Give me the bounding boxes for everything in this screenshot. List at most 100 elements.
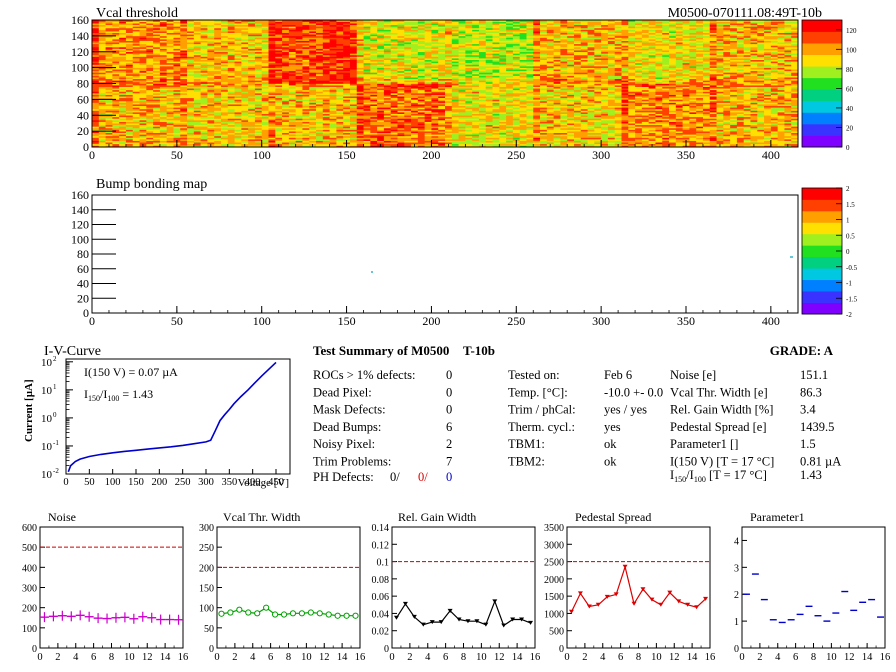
vcal-cell <box>431 115 439 118</box>
vcal-cell <box>587 118 595 121</box>
vcal-cell <box>512 135 520 138</box>
vcal-cell <box>730 145 738 148</box>
vcal-cell <box>506 116 514 119</box>
vcal-cell <box>770 123 778 126</box>
vcal-cell <box>119 140 127 143</box>
vcal-cell <box>757 120 765 122</box>
vcal-cell <box>526 131 534 134</box>
vcal-cell <box>309 124 317 127</box>
vcal-cell <box>370 143 378 146</box>
vcal-cell <box>146 120 154 122</box>
vcal-cell <box>349 134 358 137</box>
vcal-cell <box>648 132 656 135</box>
vcal-cell <box>268 142 276 145</box>
vcal-cell <box>254 129 263 132</box>
vcal-cell <box>777 127 785 130</box>
vcal-cell <box>777 142 785 145</box>
vcal-cell <box>601 129 609 132</box>
vcal-cell <box>404 113 412 116</box>
vcal-cell <box>173 134 181 137</box>
vcal-cell <box>187 129 195 132</box>
vcal-cell <box>383 110 391 113</box>
vcal-cell <box>282 126 290 129</box>
vcal-cell <box>696 121 704 124</box>
vcal-cell <box>241 116 249 119</box>
vcal-cell <box>349 127 358 130</box>
vcal-cell <box>587 139 595 141</box>
vcal-cell <box>635 134 643 137</box>
vcal-cell <box>669 112 677 114</box>
vcal-cell <box>356 143 364 146</box>
vcal-cell <box>757 112 765 114</box>
vcal-cell <box>92 127 100 130</box>
vcal-cell <box>553 116 561 119</box>
vcal-cell <box>506 132 514 135</box>
vcal-cell <box>607 143 616 146</box>
vcal-cell <box>736 134 744 137</box>
vcal-cell <box>180 108 188 111</box>
vcal-cell <box>791 127 799 130</box>
vcal-cell <box>764 113 772 116</box>
vcal-cell <box>336 145 344 148</box>
vcal-cell <box>220 115 229 118</box>
vcal-cell <box>540 110 548 113</box>
vcal-cell <box>329 131 337 134</box>
vcal-cell <box>322 127 330 130</box>
vcal-cell <box>628 124 636 127</box>
vcal-cell <box>132 137 140 140</box>
vcal-cell <box>655 139 663 141</box>
vcal-cell <box>329 132 337 135</box>
vcal-cell <box>316 116 324 119</box>
vcal-cell <box>770 143 778 146</box>
vcal-cell <box>451 140 459 143</box>
vcal-cell <box>227 131 235 134</box>
vcal-cell <box>92 116 100 119</box>
vcal-cell <box>404 142 412 145</box>
vcal-cell <box>200 110 208 113</box>
vcal-cell <box>295 139 303 141</box>
vcal-cell <box>641 137 649 140</box>
vcal-cell <box>723 120 731 122</box>
vcal-cell <box>234 127 242 130</box>
vcal-cell <box>125 112 134 114</box>
vcal-cell <box>146 129 154 132</box>
vcal-cell <box>343 121 351 124</box>
vcal-cell <box>166 113 174 116</box>
vcal-cell <box>309 140 317 143</box>
vcal-cell <box>567 139 575 141</box>
vcal-cell <box>458 132 466 135</box>
vcal-cell <box>628 120 636 122</box>
vcal-cell <box>709 142 717 145</box>
vcal-cell <box>336 135 344 138</box>
vcal-cell <box>200 123 208 126</box>
vcal-cell <box>187 126 195 129</box>
vcal-cell <box>546 134 554 137</box>
vcal-cell <box>689 137 697 140</box>
vcal-cell <box>119 143 127 146</box>
vcal-cell <box>153 135 161 138</box>
vcal-cell <box>628 143 636 146</box>
vcal-cell <box>465 142 473 145</box>
vcal-cell <box>777 115 785 118</box>
vcal-cell <box>322 115 330 118</box>
vcal-cell <box>506 124 514 127</box>
vcal-cell <box>553 134 561 137</box>
vcal-cell <box>153 116 161 119</box>
vcal-cell <box>682 134 690 137</box>
vcal-cell <box>329 115 337 118</box>
vcal-cell <box>472 113 480 116</box>
vcal-cell <box>499 126 507 129</box>
vcal-cell <box>282 132 290 135</box>
vcal-cell <box>519 129 527 132</box>
vcal-cell <box>383 142 391 145</box>
vcal-cell <box>370 110 378 113</box>
vcal-cell <box>98 118 106 121</box>
vcal-cell <box>336 120 344 122</box>
vcal-cell <box>92 131 100 134</box>
vcal-cell <box>540 140 548 143</box>
vcal-cell <box>92 121 100 124</box>
vcal-cell <box>777 112 785 114</box>
vcal-cell <box>594 127 602 130</box>
vcal-cell <box>675 116 683 119</box>
vcal-cell <box>764 137 772 140</box>
